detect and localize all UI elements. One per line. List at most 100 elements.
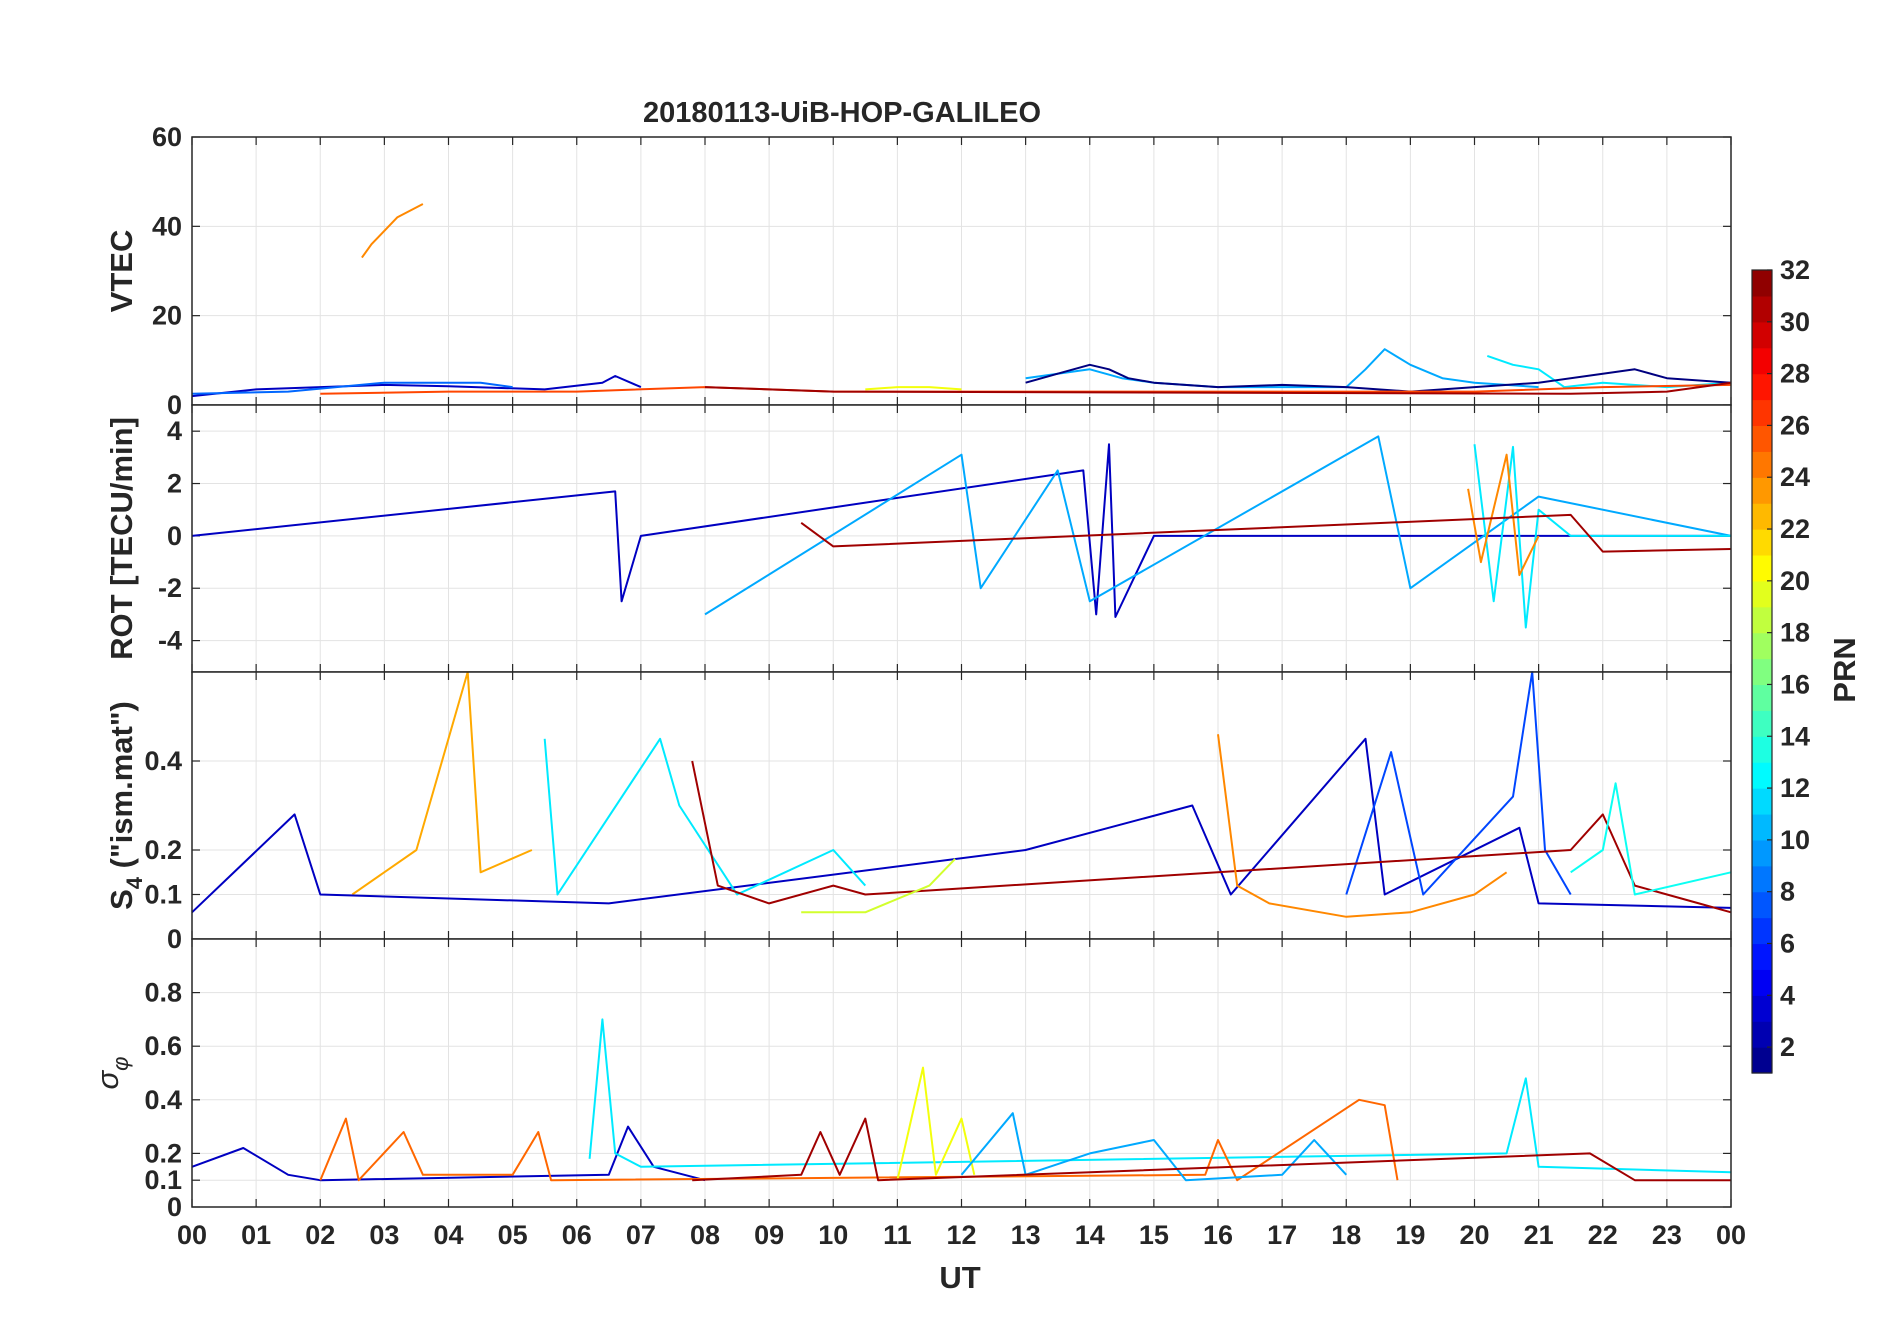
colorbar-tick-label: 22 — [1780, 514, 1810, 544]
colorbar-segment — [1752, 270, 1772, 297]
series-prn-20 — [865, 386, 962, 391]
colorbar-segment — [1752, 658, 1772, 686]
series-prn-20 — [896, 1066, 976, 1181]
series-prn-31 — [800, 513, 1732, 553]
colorbar-segment — [1752, 529, 1772, 556]
series-prn-10 — [704, 435, 1732, 616]
series-prn-24 — [1217, 734, 1508, 918]
series-prn-3 — [191, 1125, 706, 1182]
y-tick-label: 0 — [167, 1192, 182, 1222]
y-tick-label: 0.1 — [144, 880, 182, 910]
colorbar-segment — [1752, 554, 1772, 582]
x-tick-label: 20 — [1459, 1220, 1489, 1250]
series-prn-24 — [1467, 453, 1540, 577]
series-prn-31 — [704, 381, 1732, 395]
colorbar-segment — [1752, 943, 1772, 970]
x-tick-label: 15 — [1139, 1220, 1169, 1250]
series-prn-10 — [960, 1112, 1348, 1182]
colorbar-tick-label: 8 — [1780, 877, 1795, 907]
x-tick-label: 16 — [1203, 1220, 1233, 1250]
colorbar-segment — [1752, 813, 1772, 841]
x-tick-labels: 00 01 02 03 04 05 06 07 08 09 10 11 12 13 14 15 16 17 18 19… — [177, 1220, 1746, 1250]
series-prn-3 — [191, 737, 1732, 914]
y-axis-label: S4 ("ism.mat") — [104, 701, 147, 910]
colorbar-tick-label: 30 — [1780, 307, 1810, 337]
colorbar-segment — [1752, 995, 1772, 1022]
series-prn-12 — [543, 737, 867, 896]
x-tick-label: 09 — [754, 1220, 784, 1250]
x-tick-label: 05 — [498, 1220, 528, 1250]
x-tick-label: 14 — [1075, 1220, 1105, 1250]
x-tick-label: 18 — [1331, 1220, 1361, 1250]
colorbar-segment — [1752, 321, 1772, 349]
series-prn-1 — [1025, 363, 1732, 393]
y-axis-label: VTEC — [104, 230, 139, 313]
colorbar-segment — [1752, 606, 1772, 634]
y-axis-label: ROT [TECU/min] — [104, 417, 139, 660]
series-prn-12 — [1473, 444, 1731, 629]
colorbar-segment — [1752, 477, 1772, 504]
y-axis-label-main: S — [104, 889, 139, 910]
series-prn-31 — [692, 1117, 1731, 1182]
colorbar-segment — [1752, 762, 1772, 789]
series-prn-25 — [319, 1098, 1399, 1182]
x-tick-label: 17 — [1267, 1220, 1297, 1250]
x-tick-label: 12 — [946, 1220, 976, 1250]
y-tick-label: 40 — [152, 211, 182, 241]
colorbar-tick-label: 2 — [1780, 1032, 1795, 1062]
series-prn-7 — [1345, 671, 1572, 896]
colorbar-segment — [1752, 1021, 1772, 1048]
colorbar-segment — [1752, 425, 1772, 452]
x-tick-label: 10 — [818, 1220, 848, 1250]
colorbar-frame — [1751, 269, 1773, 1074]
x-tick-label: 00 — [177, 1220, 207, 1250]
y-tick-label: 0 — [167, 924, 182, 954]
y-tick-label: 0.2 — [144, 835, 182, 865]
panel-s4: 0 0.1 0.2 0.4S4 ("ism.mat") — [104, 671, 1732, 954]
chart-title: 20180113-UiB-HOP-GALILEO — [643, 97, 1041, 129]
colorbar-segment — [1752, 632, 1772, 660]
colorbar-segment — [1752, 917, 1772, 945]
x-tick-label: 06 — [562, 1220, 592, 1250]
series-prn-8 — [191, 381, 513, 395]
panel-vtec: 0 20 40 60 VTEC — [104, 122, 1732, 420]
x-tick-label: 04 — [433, 1220, 463, 1250]
y-tick-label: -2 — [158, 573, 182, 603]
y-tick-label: 0.4 — [144, 746, 182, 776]
series-prn-12 — [588, 1018, 1732, 1174]
y-axis-label-main: σ — [90, 1070, 125, 1090]
x-tick-label: 00 — [1716, 1220, 1746, 1250]
y-tick-label: 2 — [167, 469, 182, 499]
colorbar-tick-label: 12 — [1780, 773, 1810, 803]
y-tick-label: 0.2 — [144, 1138, 182, 1168]
x-tick-label: 08 — [690, 1220, 720, 1250]
colorbar-segment — [1752, 865, 1772, 893]
x-tick-label: 03 — [369, 1220, 399, 1250]
y-tick-label: 0.4 — [144, 1085, 182, 1115]
colorbar-tick-label: 4 — [1780, 980, 1795, 1010]
colorbar-segment — [1752, 373, 1772, 401]
colorbar-segment — [1752, 839, 1772, 867]
colorbar-segment — [1752, 684, 1772, 711]
x-tick-label: 11 — [883, 1220, 912, 1250]
x-tick-label: 21 — [1524, 1220, 1554, 1250]
colorbar-segment — [1752, 891, 1772, 919]
colorbar-tick-label: 32 — [1780, 255, 1810, 285]
x-tick-label: 23 — [1652, 1220, 1682, 1250]
y-tick-label: 0.1 — [144, 1165, 182, 1195]
colorbar-tick-label: 26 — [1780, 410, 1810, 440]
y-tick-label: 0 — [167, 521, 182, 551]
colorbar-tick-label: 6 — [1780, 928, 1795, 958]
colorbar-tick-label: 28 — [1780, 359, 1810, 389]
y-axis-label-subscript: φ — [108, 1056, 133, 1070]
colorbar-tick-label: 10 — [1780, 825, 1810, 855]
colorbar-tick-label: 18 — [1780, 618, 1810, 648]
colorbar-segment — [1752, 399, 1772, 427]
colorbar-segment — [1752, 969, 1772, 996]
colorbar-segment — [1752, 736, 1772, 763]
colorbar-segment — [1752, 295, 1772, 323]
colorbar-tick-label: 24 — [1780, 462, 1810, 492]
